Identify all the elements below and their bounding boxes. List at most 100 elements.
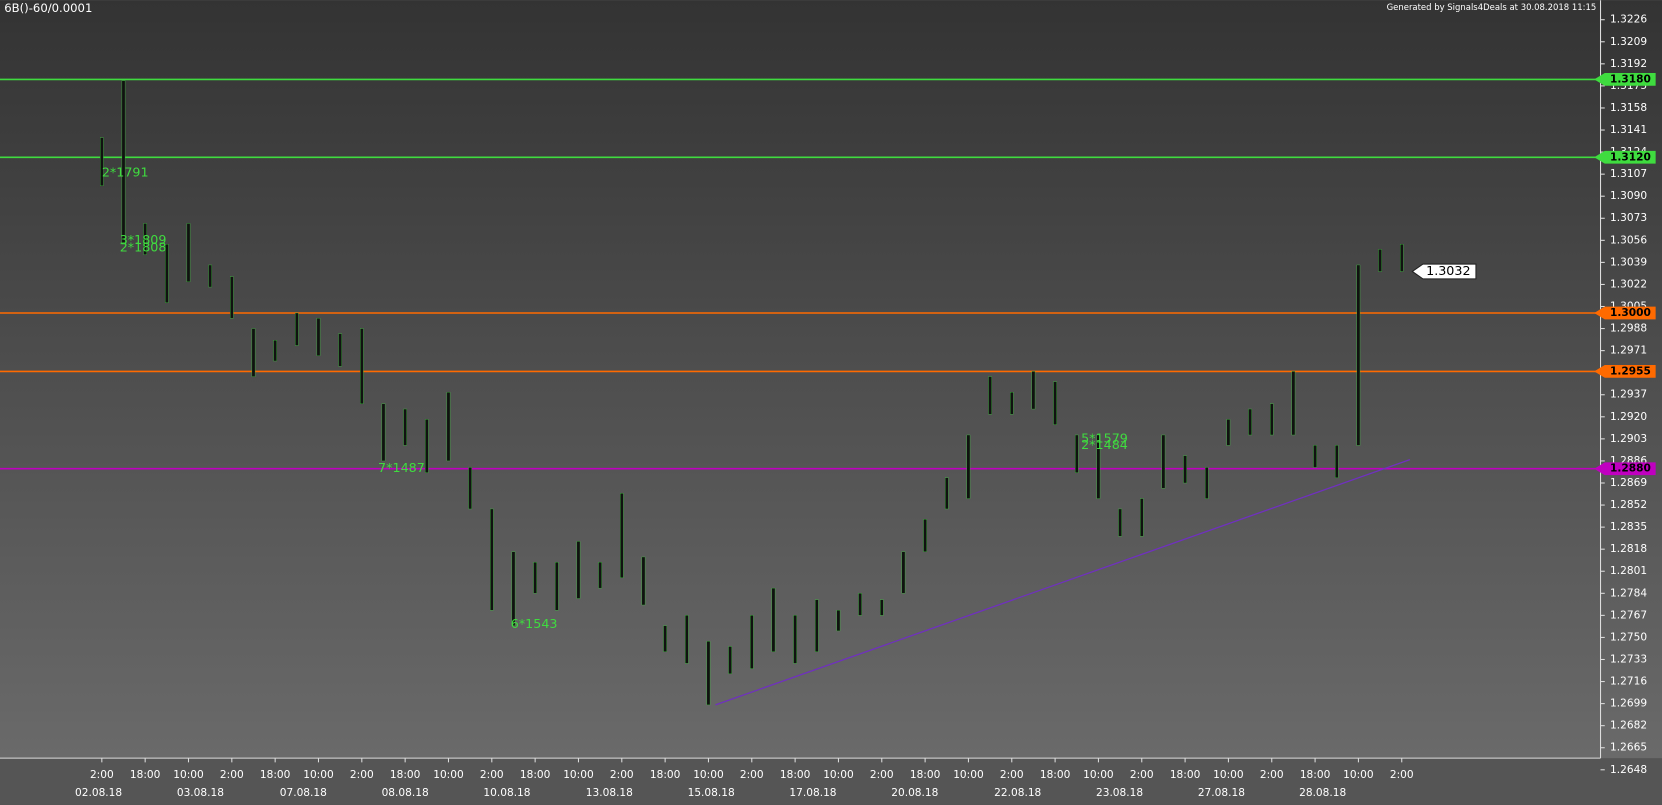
date-label: 03.08.18 <box>177 787 224 799</box>
price-bar <box>620 493 624 578</box>
annotation: 2*1808 <box>120 240 167 255</box>
annotation: 7*1487 <box>378 460 425 475</box>
y-tick-label: 1.2869 <box>1610 477 1647 489</box>
price-bar <box>360 328 364 404</box>
x-tick-label: 2:00 <box>740 769 764 781</box>
price-bar <box>165 244 169 303</box>
price-bar <box>1118 508 1122 537</box>
x-tick-label: 2:00 <box>350 769 374 781</box>
x-tick-label: 10:00 <box>303 769 334 781</box>
price-bar <box>771 587 776 652</box>
price-bar <box>251 328 256 377</box>
x-tick-label: 2:00 <box>220 769 244 781</box>
x-tick-label: 18:00 <box>910 769 941 781</box>
x-tick-label: 10:00 <box>1343 769 1374 781</box>
x-tick-label: 10:00 <box>563 769 594 781</box>
price-bar <box>706 641 711 706</box>
price-bar <box>511 551 516 626</box>
date-label: 23.08.18 <box>1096 787 1143 799</box>
plot-area <box>0 0 1601 759</box>
x-tick-label: 2:00 <box>870 769 894 781</box>
y-tick-label: 1.3141 <box>1610 124 1647 136</box>
y-tick-label: 1.2818 <box>1610 543 1647 555</box>
price-bar <box>641 556 646 606</box>
y-tick-label: 1.2937 <box>1610 389 1647 401</box>
price-bar <box>143 223 147 255</box>
y-tick-label: 1.3056 <box>1610 234 1647 246</box>
x-tick-label: 10:00 <box>953 769 984 781</box>
price-bar <box>1378 249 1382 272</box>
price-bar <box>230 276 234 319</box>
y-tick-label: 1.3107 <box>1610 168 1647 180</box>
level-tag-label: 1.3180 <box>1610 73 1651 85</box>
price-bar <box>1075 434 1079 473</box>
y-tick-label: 1.2886 <box>1610 455 1647 467</box>
x-tick-label: 2:00 <box>90 769 114 781</box>
price-bar <box>728 646 732 674</box>
y-tick-label: 1.2767 <box>1610 609 1647 621</box>
y-tick-label: 1.3192 <box>1610 58 1647 70</box>
price-axis-area <box>1600 0 1662 759</box>
annotation: 2*1484 <box>1081 437 1128 452</box>
date-label: 22.08.18 <box>994 787 1041 799</box>
level-tag-label: 1.2880 <box>1610 463 1651 475</box>
x-tick-label: 2:00 <box>610 769 634 781</box>
x-tick-label: 18:00 <box>1300 769 1331 781</box>
price-bar <box>1183 455 1187 484</box>
y-tick-label: 1.3090 <box>1610 190 1647 202</box>
level-tag <box>1594 73 1656 86</box>
price-bar <box>446 391 451 462</box>
x-tick-label: 18:00 <box>1170 769 1201 781</box>
price-bar <box>1291 371 1296 436</box>
price-bar <box>576 541 581 599</box>
price-bar <box>425 419 429 473</box>
y-tick-label: 1.2733 <box>1610 653 1647 665</box>
chart-subtitle: Generated by Signals4Deals at 30.08.2018… <box>1387 2 1597 12</box>
price-bar <box>598 561 602 589</box>
price-bar <box>100 137 104 186</box>
y-tick-label: 1.3073 <box>1610 212 1647 224</box>
x-tick-label: 18:00 <box>780 769 811 781</box>
price-bar <box>1356 264 1361 446</box>
date-label: 10.08.18 <box>483 787 530 799</box>
price-bar <box>1096 434 1101 499</box>
price-bar <box>945 477 949 510</box>
x-tick-label: 2:00 <box>1390 769 1414 781</box>
price-bar <box>858 593 862 616</box>
y-tick-label: 1.3209 <box>1610 36 1647 48</box>
date-label: 13.08.18 <box>586 787 633 799</box>
y-tick-label: 1.2971 <box>1610 345 1647 357</box>
x-tick-label: 10:00 <box>433 769 464 781</box>
trend-line <box>715 459 1411 706</box>
date-label: 17.08.18 <box>789 787 836 799</box>
y-tick-label: 1.2988 <box>1610 323 1647 335</box>
price-bar <box>468 467 472 510</box>
level-tag <box>1594 365 1656 378</box>
x-tick-label: 10:00 <box>693 769 724 781</box>
x-tick-label: 18:00 <box>520 769 551 781</box>
price-bar <box>1334 445 1339 478</box>
y-tick-label: 1.3226 <box>1610 14 1647 26</box>
price-bar <box>1313 445 1317 468</box>
price-bar <box>1053 381 1057 425</box>
y-tick-label: 1.2716 <box>1610 676 1647 688</box>
level-tag-label: 1.2955 <box>1610 365 1651 377</box>
level-tag <box>1594 306 1656 320</box>
price-bar <box>793 615 797 664</box>
x-tick-label: 2:00 <box>1260 769 1284 781</box>
price-bar <box>923 519 927 552</box>
y-tick-label: 1.2903 <box>1610 433 1647 445</box>
price-bar <box>121 80 126 245</box>
x-tick-label: 10:00 <box>823 769 854 781</box>
y-tick-label: 1.3022 <box>1610 278 1647 290</box>
x-tick-label: 10:00 <box>1083 769 1114 781</box>
annotation: 6*1543 <box>511 616 558 631</box>
price-bar <box>1399 244 1404 272</box>
price-bar <box>966 434 971 499</box>
price-bar <box>663 625 667 652</box>
y-tick-label: 1.2750 <box>1610 631 1647 643</box>
x-tick-label: 18:00 <box>1040 769 1071 781</box>
date-label: 27.08.18 <box>1198 787 1245 799</box>
